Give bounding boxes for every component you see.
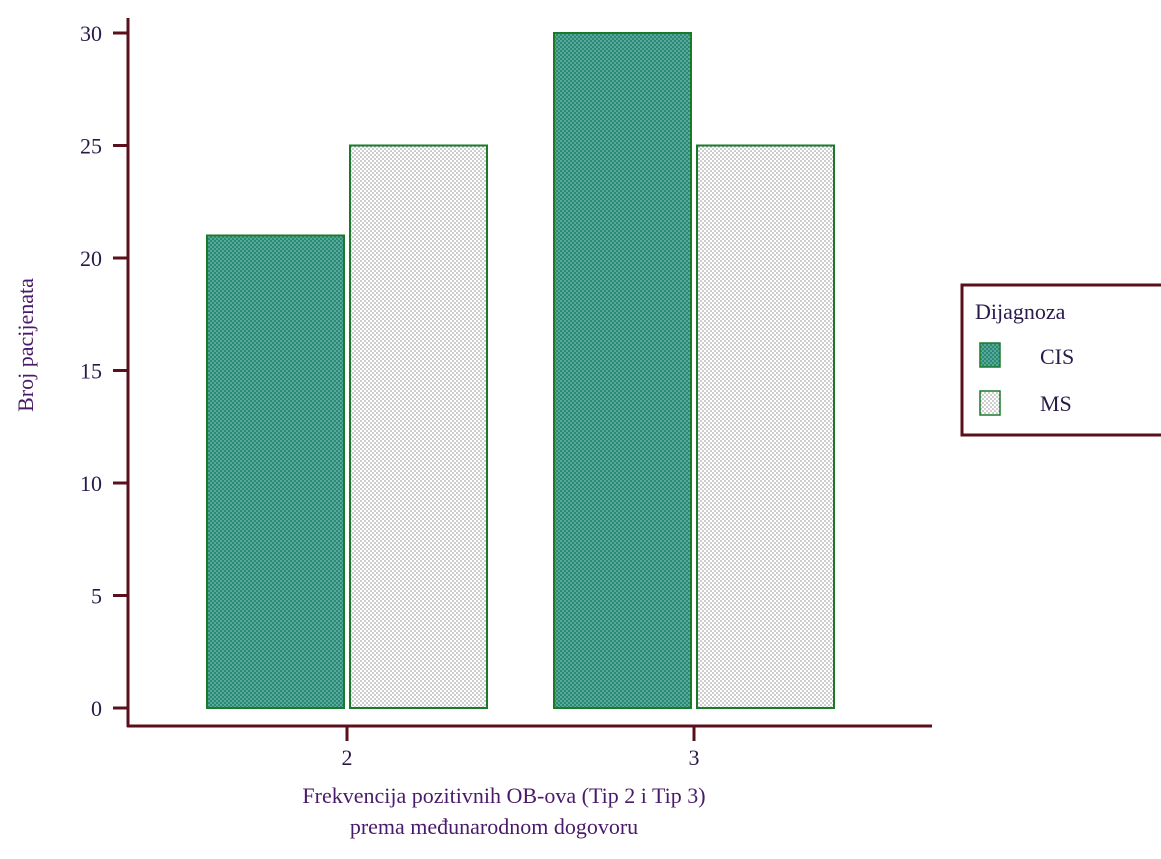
bar-ms-3 bbox=[696, 144, 835, 709]
y-tick-label: 20 bbox=[80, 246, 102, 271]
y-tick-label: 25 bbox=[80, 134, 102, 159]
y-axis-ticks: 0 5 10 15 20 25 30 bbox=[80, 21, 128, 721]
x-tick-label: 2 bbox=[342, 745, 353, 770]
bars-group bbox=[206, 32, 835, 709]
y-tick-label: 30 bbox=[80, 21, 102, 46]
x-axis-title-line2: prema međunarodnom dogovoru bbox=[350, 814, 638, 839]
legend-label-cis: CIS bbox=[1040, 344, 1074, 369]
bar-cis-2 bbox=[206, 234, 345, 709]
bar-ms-2 bbox=[349, 144, 488, 709]
bar-cis-3 bbox=[553, 32, 692, 709]
x-tick-label: 3 bbox=[689, 745, 700, 770]
y-tick-label: 5 bbox=[91, 584, 102, 609]
y-tick-label: 10 bbox=[80, 471, 102, 496]
y-tick-label: 15 bbox=[80, 359, 102, 384]
legend-swatch-ms bbox=[979, 390, 1001, 416]
x-axis-title-line1: Frekvencija pozitivnih OB-ova (Tip 2 i T… bbox=[302, 783, 705, 808]
y-axis-title: Broj pacijenata bbox=[13, 278, 38, 412]
legend: Dijagnoza CIS MS bbox=[960, 283, 1161, 437]
legend-title: Dijagnoza bbox=[975, 299, 1066, 324]
y-tick-label: 0 bbox=[91, 696, 102, 721]
legend-swatch-cis bbox=[979, 342, 1001, 368]
legend-label-ms: MS bbox=[1040, 391, 1072, 416]
